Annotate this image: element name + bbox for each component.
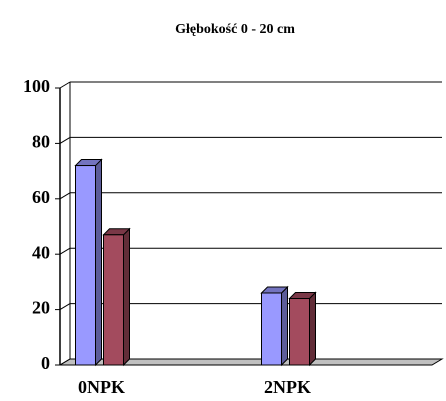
grid-side	[59, 303, 71, 311]
y-tick-label: 80	[32, 132, 50, 152]
y-tick-label: 40	[32, 242, 50, 262]
grid-side	[59, 247, 71, 255]
x-tick-label: 0NPK	[78, 377, 125, 397]
bar-side	[281, 285, 288, 367]
y-tick-label: 100	[23, 76, 50, 96]
bar-side	[95, 158, 102, 367]
bar-side	[309, 291, 316, 367]
bar	[261, 292, 282, 366]
x-tick-label: 2NPK	[264, 377, 311, 397]
chart-title: Głębokość 0 - 20 cm	[175, 22, 295, 37]
bar	[289, 298, 310, 366]
grid-side	[59, 81, 71, 89]
bar-side	[123, 227, 130, 367]
grid-side	[59, 136, 71, 144]
bar	[103, 234, 124, 366]
y-tick-label: 60	[32, 187, 50, 207]
y-tick-label: 0	[41, 353, 50, 373]
y-tick-label: 20	[32, 298, 50, 318]
grid-side	[59, 358, 71, 366]
grid-side	[59, 192, 71, 200]
bar	[75, 165, 96, 366]
